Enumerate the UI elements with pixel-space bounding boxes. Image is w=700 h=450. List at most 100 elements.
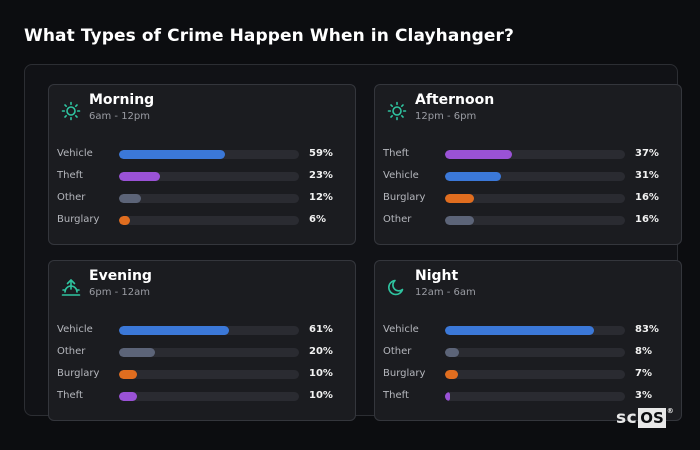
crime-type-label: Vehicle [57, 324, 93, 335]
card-title: Afternoon [415, 92, 495, 108]
bar-fill [119, 150, 226, 159]
crime-type-label: Theft [383, 390, 409, 401]
card-title: Evening [89, 268, 152, 284]
percentage-label: 10% [309, 390, 333, 401]
crime-row: Theft 3% [375, 389, 681, 403]
crime-type-label: Burglary [383, 192, 426, 203]
percentage-label: 23% [309, 170, 333, 181]
percentage-label: 7% [635, 368, 652, 379]
bar-fill [119, 194, 141, 203]
bar-track [445, 172, 625, 181]
crime-row: Vehicle 61% [49, 323, 355, 337]
moon-icon [388, 279, 404, 296]
bar-track [119, 194, 299, 203]
sun-icon [61, 101, 81, 121]
bar-track [445, 370, 625, 379]
crime-type-label: Vehicle [383, 324, 419, 335]
crime-row: Burglary 6% [49, 213, 355, 227]
crime-type-label: Theft [57, 390, 83, 401]
bar-track [445, 326, 625, 335]
percentage-label: 12% [309, 192, 333, 203]
crime-type-label: Burglary [383, 368, 426, 379]
card-afternoon: Afternoon 12pm - 6pm Theft 37% Vehicle 31% B… [374, 84, 682, 245]
crime-row: Vehicle 31% [375, 169, 681, 183]
crime-type-label: Vehicle [57, 148, 93, 159]
bar-fill [119, 172, 161, 181]
bar-fill [119, 392, 137, 401]
crime-row: Burglary 7% [375, 367, 681, 381]
percentage-label: 3% [635, 390, 652, 401]
crime-row: Burglary 16% [375, 191, 681, 205]
bar-track [445, 150, 625, 159]
crime-row: Other 8% [375, 345, 681, 359]
percentage-label: 59% [309, 148, 333, 159]
percentage-label: 16% [635, 192, 659, 203]
bar-fill [119, 370, 137, 379]
bar-fill [445, 150, 512, 159]
crime-row: Theft 23% [49, 169, 355, 183]
bar-track [119, 216, 299, 225]
crime-type-label: Other [57, 192, 86, 203]
percentage-label: 37% [635, 148, 659, 159]
bar-fill [445, 172, 501, 181]
bar-track [119, 172, 299, 181]
crime-row: Vehicle 59% [49, 147, 355, 161]
sunset-icon [61, 279, 81, 296]
scos-logo: sc OS ® [616, 406, 674, 430]
crime-type-label: Burglary [57, 368, 100, 379]
bar-track [445, 348, 625, 357]
percentage-label: 6% [309, 214, 326, 225]
card-title: Morning [89, 92, 155, 108]
percentage-label: 83% [635, 324, 659, 335]
card-evening: Evening 6pm - 12am Vehicle 61% Other 20% Bur… [48, 260, 356, 421]
bar-fill [445, 326, 595, 335]
percentage-label: 16% [635, 214, 659, 225]
card-time-range: 6pm - 12am [89, 287, 151, 298]
percentage-label: 20% [309, 346, 333, 357]
percentage-label: 61% [309, 324, 333, 335]
bar-track [119, 348, 299, 357]
crime-type-label: Vehicle [383, 170, 419, 181]
bar-fill [445, 194, 474, 203]
crime-row: Theft 10% [49, 389, 355, 403]
bar-track [445, 392, 625, 401]
crime-row: Vehicle 83% [375, 323, 681, 337]
percentage-label: 8% [635, 346, 652, 357]
card-time-range: 12pm - 6pm [415, 111, 477, 122]
crime-row: Theft 37% [375, 147, 681, 161]
crime-row: Other 12% [49, 191, 355, 205]
bar-fill [119, 326, 229, 335]
percentage-label: 10% [309, 368, 333, 379]
bar-track [119, 326, 299, 335]
bar-track [445, 194, 625, 203]
crime-row: Other 16% [375, 213, 681, 227]
card-title: Night [415, 268, 459, 284]
crime-type-label: Other [383, 346, 412, 357]
bar-track [119, 392, 299, 401]
card-time-range: 12am - 6am [415, 287, 476, 298]
bar-track [119, 370, 299, 379]
crime-type-label: Theft [57, 170, 83, 181]
bar-fill [445, 370, 458, 379]
crime-type-label: Burglary [57, 214, 100, 225]
card-time-range: 6am - 12pm [89, 111, 151, 122]
percentage-label: 31% [635, 170, 659, 181]
page-title: What Types of Crime Happen When in Clayh… [24, 26, 515, 46]
bar-track [119, 150, 299, 159]
sun-icon [387, 101, 407, 121]
crime-type-label: Other [57, 346, 86, 357]
crime-row: Burglary 10% [49, 367, 355, 381]
card-morning: Morning 6am - 12pm Vehicle 59% Theft 23% Oth… [48, 84, 356, 245]
bar-fill [119, 216, 130, 225]
bar-fill [119, 348, 155, 357]
bar-fill [445, 216, 474, 225]
bar-fill [445, 392, 451, 401]
logo-text-sc: sc [616, 408, 638, 428]
crime-type-label: Theft [383, 148, 409, 159]
crime-row: Other 20% [49, 345, 355, 359]
bar-track [445, 216, 625, 225]
bar-fill [445, 348, 460, 357]
logo-text-os: OS [638, 408, 666, 428]
card-night: Night 12am - 6am Vehicle 83% Other 8% Burgla… [374, 260, 682, 421]
registered-mark: ® [666, 407, 674, 415]
